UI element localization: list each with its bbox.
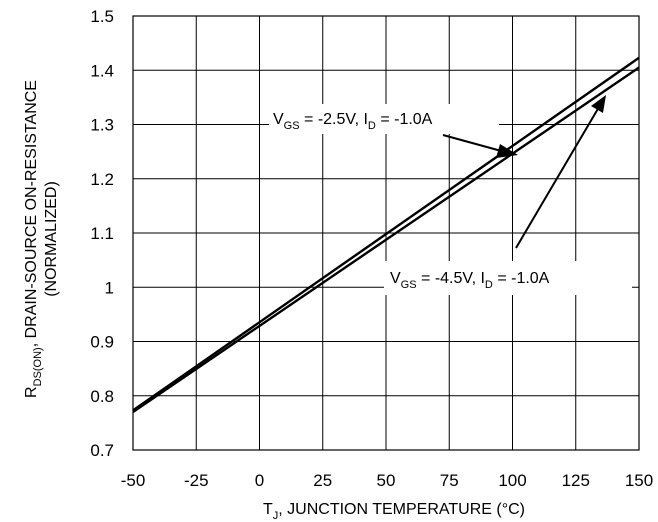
y-axis-title-line-2: (NORMALIZED): [43, 181, 60, 297]
x-tick-labels: -50 -25 0 25 50 75 100 125 150: [121, 471, 653, 490]
x-tick-label: 125: [562, 471, 590, 490]
y-tick-label: 1.4: [90, 61, 114, 80]
annotation-1: VGS = -2.5V, ID = -1.0A: [269, 104, 518, 158]
series-line-2: [132, 56, 640, 412]
x-axis-title: TJ, JUNCTION TEMPERATURE (°C): [263, 501, 525, 522]
x-tick-label: 100: [498, 471, 526, 490]
x-tick-label: 0: [255, 471, 264, 490]
y-tick-label: 1.3: [90, 116, 114, 135]
x-tick-label: 150: [625, 471, 653, 490]
annotation-1-arrowhead: [496, 144, 518, 158]
x-tick-label: 50: [377, 471, 396, 490]
annotation-2: VGS = -4.5V, ID = -1.0A: [384, 95, 632, 295]
y-tick-label: 0.9: [90, 333, 114, 352]
y-tick-label: 1: [105, 278, 114, 297]
x-tick-label: -50: [121, 471, 146, 490]
x-tick-label: 25: [313, 471, 332, 490]
y-tick-label: 0.8: [90, 387, 114, 406]
annotation-2-label: VGS = -4.5V, ID = -1.0A: [390, 270, 550, 291]
annotation-2-background: [384, 261, 632, 295]
annotation-1-background: [269, 104, 499, 134]
plot-frame: [132, 15, 640, 451]
series-group: [132, 56, 640, 414]
y-tick-label: 1.1: [90, 224, 114, 243]
y-axis-title: RDS(ON), DRAIN-SOURCE ON-RESISTANCE (NOR…: [23, 80, 60, 398]
y-axis-title-line-1: RDS(ON), DRAIN-SOURCE ON-RESISTANCE: [23, 80, 44, 398]
x-tick-label: -25: [184, 471, 209, 490]
y-tick-label: 1.5: [90, 7, 114, 26]
annotation-1-arrow: [442, 134, 506, 153]
series-line-1: [132, 66, 640, 414]
y-tick-label: 0.7: [90, 441, 114, 460]
annotation-2-arrow: [515, 106, 600, 249]
y-tick-labels: 0.7 0.8 0.9 1 1.1 1.2 1.3 1.4 1.5: [90, 7, 114, 460]
annotation-1-label: VGS = -2.5V, ID = -1.0A: [273, 111, 433, 132]
y-tick-label: 1.2: [90, 170, 114, 189]
annotation-2-arrowhead: [591, 95, 606, 113]
x-tick-label: 75: [440, 471, 459, 490]
